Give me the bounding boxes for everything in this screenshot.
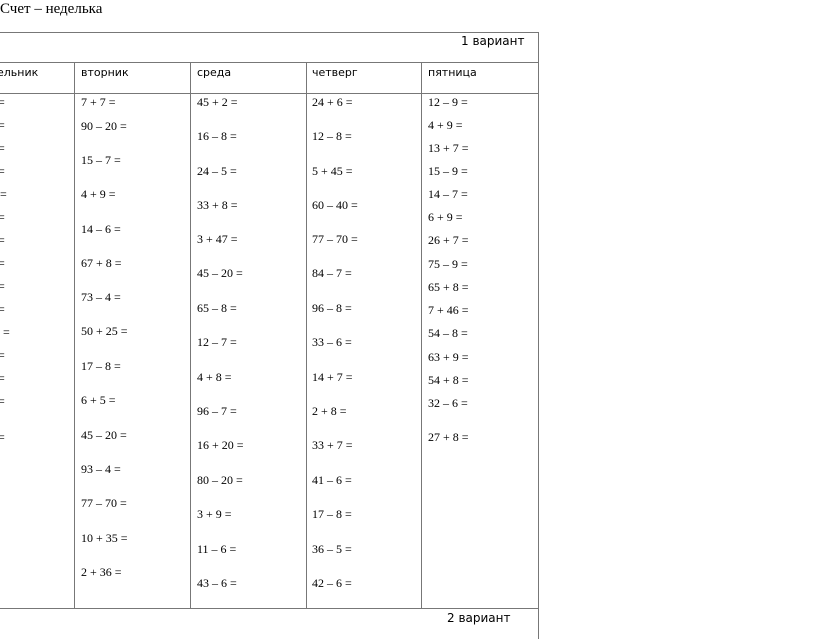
exercise-friday: 32 – 6 = bbox=[428, 396, 468, 410]
exercise-tuesday: 45 – 20 = bbox=[81, 428, 127, 442]
exercise-friday: 14 – 7 = bbox=[428, 187, 468, 201]
exercise-friday: 27 + 8 = bbox=[428, 430, 469, 444]
exercise-friday: 65 + 8 = bbox=[428, 280, 469, 294]
exercise-monday: = bbox=[0, 348, 5, 362]
exercise-monday: = bbox=[0, 164, 5, 178]
column-header-wednesday: среда bbox=[197, 66, 232, 79]
exercise-tuesday: 4 + 9 = bbox=[81, 187, 116, 201]
header-row-bottom-border bbox=[0, 93, 538, 94]
exercise-thursday: 60 – 40 = bbox=[312, 198, 358, 212]
exercise-monday: 0 = bbox=[0, 325, 10, 339]
exercise-thursday: 42 – 6 = bbox=[312, 576, 352, 590]
exercise-friday: 54 – 8 = bbox=[428, 326, 468, 340]
table-top-border bbox=[0, 32, 538, 33]
exercise-friday: 75 – 9 = bbox=[428, 257, 468, 271]
exercise-monday: = bbox=[0, 302, 5, 316]
exercise-monday: = bbox=[0, 118, 5, 132]
exercise-wednesday: 43 – 6 = bbox=[197, 576, 237, 590]
exercise-monday: = bbox=[0, 394, 5, 408]
exercise-wednesday: 3 + 47 = bbox=[197, 232, 238, 246]
column-divider bbox=[74, 62, 75, 608]
column-header-tuesday: вторник bbox=[81, 66, 129, 79]
exercise-tuesday: 77 – 70 = bbox=[81, 496, 127, 510]
exercise-thursday: 41 – 6 = bbox=[312, 473, 352, 487]
exercise-wednesday: 16 + 20 = bbox=[197, 438, 244, 452]
exercise-thursday: 33 – 6 = bbox=[312, 335, 352, 349]
exercise-monday: = bbox=[0, 233, 5, 247]
exercise-tuesday: 15 – 7 = bbox=[81, 153, 121, 167]
exercise-tuesday: 73 – 4 = bbox=[81, 290, 121, 304]
exercise-wednesday: 45 – 20 = bbox=[197, 266, 243, 280]
exercise-wednesday: 96 – 7 = bbox=[197, 404, 237, 418]
exercise-thursday: 84 – 7 = bbox=[312, 266, 352, 280]
exercise-friday: 7 + 46 = bbox=[428, 303, 469, 317]
exercise-wednesday: 3 + 9 = bbox=[197, 507, 232, 521]
exercise-thursday: 2 + 8 = bbox=[312, 404, 347, 418]
exercise-friday: 15 – 9 = bbox=[428, 164, 468, 178]
exercise-thursday: 5 + 45 = bbox=[312, 164, 353, 178]
exercise-thursday: 33 + 7 = bbox=[312, 438, 353, 452]
exercise-friday: 4 + 9 = bbox=[428, 118, 463, 132]
column-divider bbox=[306, 62, 307, 608]
exercise-wednesday: 24 – 5 = bbox=[197, 164, 237, 178]
exercise-tuesday: 10 + 35 = bbox=[81, 531, 128, 545]
exercise-tuesday: 17 – 8 = bbox=[81, 359, 121, 373]
document-title: Счет – неделька bbox=[0, 1, 103, 17]
exercise-tuesday: 14 – 6 = bbox=[81, 222, 121, 236]
exercise-wednesday: 80 – 20 = bbox=[197, 473, 243, 487]
exercise-friday: 54 + 8 = bbox=[428, 373, 469, 387]
column-header-friday: пятница bbox=[428, 66, 477, 79]
column-divider bbox=[421, 62, 422, 608]
variant-2-label: 2 вариант bbox=[447, 611, 511, 625]
header-row-top-border bbox=[0, 62, 538, 63]
exercise-monday: = bbox=[0, 141, 5, 155]
exercise-wednesday: 33 + 8 = bbox=[197, 198, 238, 212]
exercise-monday: = bbox=[0, 210, 5, 224]
exercise-wednesday: 12 – 7 = bbox=[197, 335, 237, 349]
exercise-wednesday: 11 – 6 = bbox=[197, 542, 237, 556]
exercise-monday: = bbox=[0, 256, 5, 270]
exercise-friday: 63 + 9 = bbox=[428, 350, 469, 364]
exercise-tuesday: 7 + 7 = bbox=[81, 95, 116, 109]
column-header-monday: ельник bbox=[0, 66, 39, 79]
exercise-wednesday: 65 – 8 = bbox=[197, 301, 237, 315]
exercise-monday: = bbox=[0, 279, 5, 293]
exercise-monday: = bbox=[0, 95, 5, 109]
exercise-wednesday: 16 – 8 = bbox=[197, 129, 237, 143]
column-divider bbox=[190, 62, 191, 608]
exercise-thursday: 14 + 7 = bbox=[312, 370, 353, 384]
exercise-friday: 6 + 9 = bbox=[428, 210, 463, 224]
exercise-thursday: 36 – 5 = bbox=[312, 542, 352, 556]
exercise-tuesday: 50 + 25 = bbox=[81, 324, 128, 338]
exercise-friday: 13 + 7 = bbox=[428, 141, 469, 155]
exercise-tuesday: 67 + 8 = bbox=[81, 256, 122, 270]
exercise-wednesday: 45 + 2 = bbox=[197, 95, 238, 109]
exercise-thursday: 96 – 8 = bbox=[312, 301, 352, 315]
exercise-tuesday: 6 + 5 = bbox=[81, 393, 116, 407]
exercise-thursday: 12 – 8 = bbox=[312, 129, 352, 143]
exercise-tuesday: 93 – 4 = bbox=[81, 462, 121, 476]
exercise-tuesday: 2 + 36 = bbox=[81, 565, 122, 579]
exercise-friday: 12 – 9 = bbox=[428, 95, 468, 109]
exercise-friday: 26 + 7 = bbox=[428, 233, 469, 247]
exercise-monday: = bbox=[0, 371, 5, 385]
exercise-thursday: 17 – 8 = bbox=[312, 507, 352, 521]
exercise-tuesday: 90 – 20 = bbox=[81, 119, 127, 133]
table-right-border bbox=[538, 32, 539, 639]
column-header-thursday: четверг bbox=[312, 66, 358, 79]
exercise-thursday: 24 + 6 = bbox=[312, 95, 353, 109]
table-body-bottom-border bbox=[0, 608, 538, 609]
exercise-monday: . = bbox=[0, 187, 7, 201]
variant-1-label: 1 вариант bbox=[461, 34, 525, 48]
exercise-wednesday: 4 + 8 = bbox=[197, 370, 232, 384]
exercise-monday: = bbox=[0, 430, 5, 444]
exercise-thursday: 77 – 70 = bbox=[312, 232, 358, 246]
